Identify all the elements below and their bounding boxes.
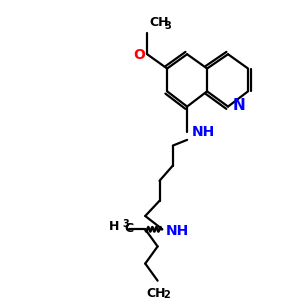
Text: 3: 3	[122, 219, 129, 229]
Text: CH: CH	[146, 287, 166, 300]
Text: C: C	[124, 222, 134, 235]
Text: 2: 2	[163, 290, 169, 300]
Text: O: O	[134, 48, 146, 62]
Text: CH: CH	[149, 16, 169, 28]
Text: H: H	[109, 220, 120, 233]
Text: NH: NH	[192, 125, 215, 139]
Text: 3: 3	[164, 21, 171, 32]
Text: NH: NH	[166, 224, 189, 238]
Text: N: N	[233, 98, 245, 113]
